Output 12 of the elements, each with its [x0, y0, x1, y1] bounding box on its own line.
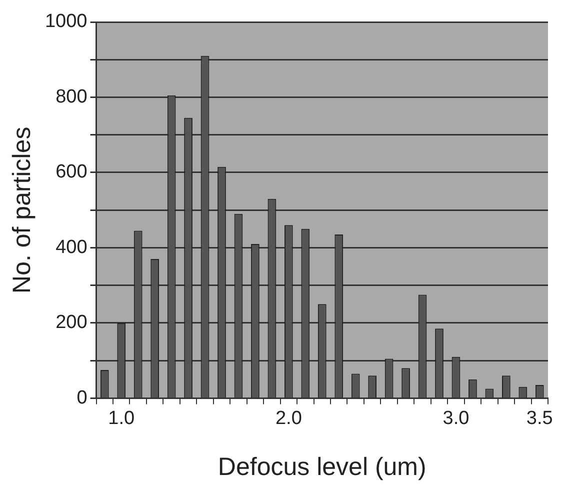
y-tick-label: 800	[56, 86, 88, 108]
y-tick-label: 1000	[44, 11, 88, 32]
y-tick-label: 200	[56, 312, 88, 334]
x-tick-label: 2.0	[275, 408, 302, 429]
x-tick-label: 1.0	[108, 408, 135, 429]
y-axis-title: No. of particles	[8, 126, 36, 294]
x-tick-label: 3.5	[526, 408, 553, 429]
x-axis-title: Defocus level (um)	[218, 452, 426, 481]
y-tick-label: 0	[76, 387, 88, 408]
y-tick-label: 600	[56, 162, 88, 183]
y-tick-label: 400	[56, 236, 88, 258]
x-tick-label: 3.0	[442, 408, 470, 429]
